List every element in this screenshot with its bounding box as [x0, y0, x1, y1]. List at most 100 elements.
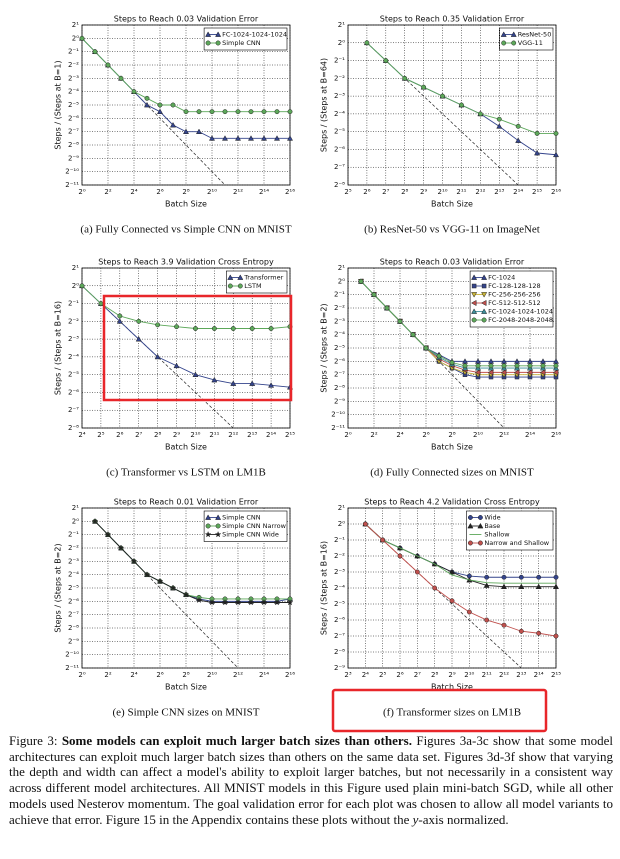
x-tick-label: 2¹² [499, 431, 509, 439]
x-tick-label: 2⁵ [379, 671, 386, 679]
x-tick-label: 2¹⁶ [551, 188, 561, 196]
y-tick-label: 2⁻¹¹ [65, 181, 79, 189]
marker [208, 135, 216, 141]
marker [130, 557, 138, 565]
marker [183, 109, 189, 115]
legend-marker [477, 522, 484, 529]
x-tick-label: 2¹⁶ [551, 431, 561, 439]
legend-marker [215, 40, 221, 46]
y-tick-label: 2⁻⁶ [334, 616, 345, 624]
marker [173, 362, 180, 369]
marker [104, 531, 112, 538]
y-axis-label: Steps / (Steps at B=2) [320, 303, 329, 392]
y-tick-label: 2⁻⁷ [68, 611, 79, 619]
marker [371, 292, 377, 298]
marker [230, 380, 237, 386]
marker [423, 345, 429, 351]
y-tick-label: 2⁰ [338, 520, 345, 528]
x-axis-label: Batch Size [165, 683, 207, 692]
marker [462, 363, 468, 369]
x-tick-label: 2¹³ [516, 671, 526, 679]
subplot: Steps to Reach 0.01 Validation Error 2⁻¹¹… [54, 498, 296, 719]
y-tick-label: 2⁻² [68, 544, 79, 552]
marker [553, 574, 559, 580]
caption-text: -axis normalized. [418, 811, 509, 827]
y-tick-label: 2¹ [72, 21, 79, 29]
marker [169, 121, 177, 128]
marker [268, 382, 275, 388]
marker [536, 574, 542, 580]
x-axis-label: Batch Size [431, 200, 473, 209]
legend-marker [467, 540, 473, 546]
y-tick-label: 2⁻⁵ [334, 600, 345, 608]
y-tick-label: 2⁻² [334, 74, 345, 82]
marker [501, 363, 507, 369]
y-tick-label: 2⁻⁹ [68, 637, 79, 645]
legend-label: FC-1024-1024-1024 [488, 308, 553, 316]
marker [117, 544, 125, 551]
x-tick-label: 2¹¹ [456, 188, 466, 196]
legend-marker [501, 40, 507, 46]
marker [268, 326, 274, 331]
x-tick-label: 2¹² [233, 671, 243, 679]
legend-marker [215, 514, 222, 520]
y-tick-label: 2⁻³ [334, 568, 345, 576]
x-tick-label: 2¹⁵ [551, 671, 561, 679]
y-tick-label: 2⁻¹ [68, 531, 79, 539]
x-tick-label: 2⁶ [156, 188, 163, 196]
marker [155, 322, 161, 328]
caption-text: Figures 3a-3c show that some model archi… [9, 733, 614, 827]
y-tick-label: 2⁻¹¹ [331, 424, 345, 432]
y-tick-label: 2⁻³ [68, 557, 79, 565]
marker [449, 360, 455, 365]
marker [249, 380, 256, 386]
x-tick-label: 2¹⁵ [532, 188, 542, 196]
marker [483, 582, 490, 588]
y-tick-label: 2⁰ [72, 517, 79, 525]
marker [234, 598, 242, 606]
series-line [365, 523, 556, 584]
y-tick-label: 2⁻⁹ [334, 397, 345, 405]
subplot: Steps to Reach 0.03 Validation Error 2⁻¹¹… [54, 15, 296, 236]
y-tick-label: 2⁻¹ [334, 291, 345, 299]
marker [105, 62, 111, 68]
x-tick-label: 2⁷ [414, 671, 421, 679]
legend-marker [481, 274, 488, 280]
y-tick-label: 2⁻³ [334, 92, 345, 100]
marker [535, 583, 542, 590]
series-line [365, 523, 556, 637]
marker [156, 577, 164, 585]
y-tick-label: 2⁻² [68, 317, 79, 325]
legend-marker [204, 530, 212, 538]
y-tick-label: 2⁻⁷ [334, 163, 345, 171]
legend-label: FC-512-512-512 [488, 299, 541, 307]
series-line [360, 281, 556, 367]
marker [196, 109, 202, 115]
x-tick-label: 2¹⁰ [473, 431, 483, 439]
y-tick-label: 2⁻⁵ [68, 584, 79, 592]
legend-label: VGG-11 [518, 39, 543, 47]
x-tick-label: 2¹¹ [209, 431, 219, 439]
plot-frame [347, 267, 557, 429]
x-tick-label: 2⁶ [422, 431, 429, 439]
marker [249, 326, 255, 331]
x-tick-label: 2⁶ [363, 188, 370, 196]
marker [536, 630, 542, 636]
marker [195, 596, 203, 604]
legend-label: Simple CNN [222, 39, 261, 47]
y-tick-label: 2⁻⁵ [68, 371, 79, 379]
marker [475, 363, 481, 369]
series-line [94, 521, 290, 603]
legend-marker [480, 299, 487, 307]
y-tick-label: 2⁻⁷ [334, 371, 345, 379]
y-tick-label: 2⁻¹ [68, 300, 79, 308]
subplot: Steps to Reach 0.03 Validation Error 2⁻¹¹… [320, 258, 562, 479]
x-tick-label: 2⁸ [154, 431, 161, 439]
figure-caption: Figure 3: Some models can exploit much l… [9, 733, 613, 827]
y-axis-label: Steps / (Steps at B=16) [54, 301, 63, 395]
marker [515, 137, 522, 143]
marker [260, 135, 268, 141]
marker [274, 109, 280, 115]
marker [552, 583, 560, 590]
